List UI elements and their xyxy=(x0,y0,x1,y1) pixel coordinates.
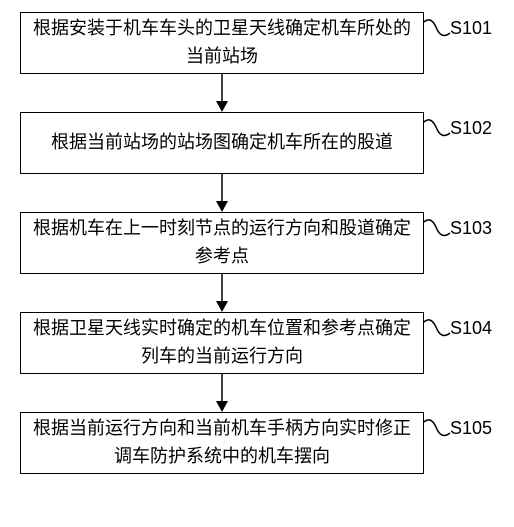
label-connector xyxy=(422,216,452,240)
arrow-down xyxy=(212,374,232,412)
flowchart-container: 根据安装于机车车头的卫星天线确定机车所处的当前站场 S101 根据当前站场的站场… xyxy=(20,12,494,474)
step-box-4: 根据卫星天线实时确定的机车位置和参考点确定列车的当前运行方向 xyxy=(20,312,424,374)
flow-step: 根据当前运行方向和当前机车手柄方向实时修正调车防护系统中的机车摆向 S105 xyxy=(20,412,494,474)
step-box-5: 根据当前运行方向和当前机车手柄方向实时修正调车防护系统中的机车摆向 xyxy=(20,412,424,474)
step-label-5: S105 xyxy=(450,418,492,439)
step-id: S104 xyxy=(450,318,492,338)
step-label-2: S102 xyxy=(450,118,492,139)
label-connector xyxy=(422,16,452,40)
arrow-connector xyxy=(20,374,494,412)
step-text: 根据安装于机车车头的卫星天线确定机车所处的当前站场 xyxy=(29,15,415,71)
flow-step: 根据安装于机车车头的卫星天线确定机车所处的当前站场 S101 xyxy=(20,12,494,74)
arrow-connector xyxy=(20,174,494,212)
arrow-down xyxy=(212,74,232,112)
step-id: S101 xyxy=(450,18,492,38)
arrow-down xyxy=(212,274,232,312)
arrow-down xyxy=(212,174,232,212)
step-text: 根据当前站场的站场图确定机车所在的股道 xyxy=(51,129,393,157)
step-label-1: S101 xyxy=(450,18,492,39)
step-id: S105 xyxy=(450,418,492,438)
label-connector xyxy=(422,416,452,440)
flow-step: 根据卫星天线实时确定的机车位置和参考点确定列车的当前运行方向 S104 xyxy=(20,312,494,374)
step-box-3: 根据机车在上一时刻节点的运行方向和股道确定参考点 xyxy=(20,212,424,274)
arrow-connector xyxy=(20,74,494,112)
step-label-3: S103 xyxy=(450,218,492,239)
step-label-4: S104 xyxy=(450,318,492,339)
arrow-connector xyxy=(20,274,494,312)
flow-step: 根据当前站场的站场图确定机车所在的股道 S102 xyxy=(20,112,494,174)
step-text: 根据当前运行方向和当前机车手柄方向实时修正调车防护系统中的机车摆向 xyxy=(29,415,415,471)
step-text: 根据机车在上一时刻节点的运行方向和股道确定参考点 xyxy=(29,215,415,271)
step-id: S103 xyxy=(450,218,492,238)
step-box-1: 根据安装于机车车头的卫星天线确定机车所处的当前站场 xyxy=(20,12,424,74)
flow-step: 根据机车在上一时刻节点的运行方向和股道确定参考点 S103 xyxy=(20,212,494,274)
step-id: S102 xyxy=(450,118,492,138)
label-connector xyxy=(422,316,452,340)
step-box-2: 根据当前站场的站场图确定机车所在的股道 xyxy=(20,112,424,174)
label-connector xyxy=(422,116,452,140)
step-text: 根据卫星天线实时确定的机车位置和参考点确定列车的当前运行方向 xyxy=(29,315,415,371)
